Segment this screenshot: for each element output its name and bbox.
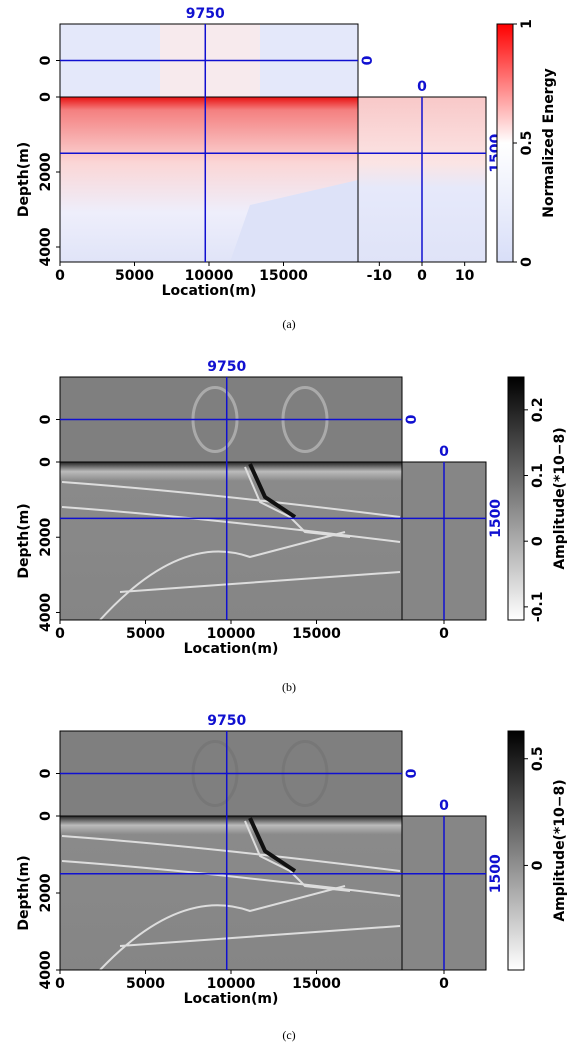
- y-tick-label: 2000: [38, 152, 54, 191]
- y-axis-label: Depth(m): [16, 503, 32, 578]
- main-image: [60, 816, 402, 970]
- x-tick-label: 10000: [207, 976, 256, 992]
- crosshair-slice-label: 0: [360, 55, 376, 65]
- caption: (c): [282, 1028, 295, 1042]
- crosshair-offset-label: 0: [417, 79, 427, 95]
- x-tick-label: 0: [55, 268, 65, 284]
- offset-tick-label: 0: [439, 626, 449, 642]
- colorbar-label: Amplitude(*10−8): [552, 779, 568, 921]
- x-tick-label: 0: [55, 626, 65, 642]
- crosshair-depth-label: 1500: [488, 854, 504, 893]
- colorbar-label: Amplitude(*10−8): [552, 427, 568, 569]
- crosshair-location-label: 9750: [207, 359, 246, 375]
- crosshair-location-label: 9750: [207, 713, 246, 729]
- y-axis-label: Depth(m): [16, 855, 32, 930]
- colorbar-tick-label: 0.5: [530, 746, 546, 771]
- colorbar-tick-label: 0: [530, 860, 546, 870]
- caption: (b): [282, 680, 296, 694]
- offset-tick-label: -10: [367, 268, 393, 284]
- colorbar-tick-label: 0.5: [519, 131, 535, 156]
- crosshair-offset-label: 0: [439, 444, 449, 460]
- x-tick-label: 15000: [259, 268, 308, 284]
- crosshair-slice-label: 0: [404, 414, 420, 424]
- slice-tick-label: 0: [38, 414, 54, 424]
- x-axis-label: Location(m): [162, 283, 257, 299]
- main-image-dark: [248, 463, 297, 519]
- caption: (a): [282, 317, 295, 331]
- offset-tick-label: 0: [439, 976, 449, 992]
- colorbar: [496, 23, 514, 263]
- crosshair-slice-label: 0: [404, 768, 420, 778]
- colorbar-tick-label: 0: [519, 257, 535, 267]
- slice-tick-label: 0: [38, 768, 54, 778]
- main-image-reflectors: [61, 820, 401, 971]
- main-image-dark: [248, 817, 297, 873]
- x-tick-label: 0: [55, 976, 65, 992]
- y-tick-label: 4000: [38, 950, 54, 989]
- colorbar-tick-label: 0.2: [530, 397, 546, 422]
- colorbar-label: Normalized Energy: [541, 68, 557, 218]
- crosshair-depth-label: 1500: [488, 499, 504, 538]
- x-tick-label: 15000: [292, 976, 341, 992]
- colorbar-tick-label: 0: [530, 536, 546, 546]
- x-tick-label: 15000: [292, 626, 341, 642]
- colorbar-tick-label: -0.1: [530, 592, 546, 623]
- y-tick-label: 4000: [38, 593, 54, 632]
- y-axis-label: Depth(m): [16, 142, 32, 217]
- colorbar-tick-label: 0.1: [530, 463, 546, 488]
- y-tick-label: 4000: [38, 227, 54, 266]
- y-tick-label: 0: [38, 92, 54, 102]
- crosshair-location-label: 9750: [186, 6, 225, 22]
- x-axis-label: Location(m): [184, 641, 279, 657]
- y-tick-label: 0: [38, 457, 54, 467]
- main-image-blue: [60, 180, 358, 262]
- y-tick-label: 2000: [38, 873, 54, 912]
- main-image: [60, 462, 402, 620]
- colorbar: [507, 730, 525, 971]
- crosshair-offset-label: 0: [439, 798, 449, 814]
- colorbar: [507, 376, 525, 621]
- y-tick-label: 2000: [38, 517, 54, 556]
- offset-tick-label: 0: [417, 268, 427, 284]
- colorbar-tick-label: 1: [519, 19, 535, 29]
- main-image-reflectors: [61, 466, 401, 621]
- slice-tick-label: 0: [38, 55, 54, 65]
- x-tick-label: 5000: [126, 626, 165, 642]
- x-tick-label: 5000: [115, 268, 154, 284]
- x-axis-label: Location(m): [184, 991, 279, 1007]
- x-tick-label: 10000: [207, 626, 256, 642]
- offset-tick-label: 10: [455, 268, 475, 284]
- y-tick-label: 0: [38, 811, 54, 821]
- x-tick-label: 10000: [185, 268, 234, 284]
- x-tick-label: 5000: [126, 976, 165, 992]
